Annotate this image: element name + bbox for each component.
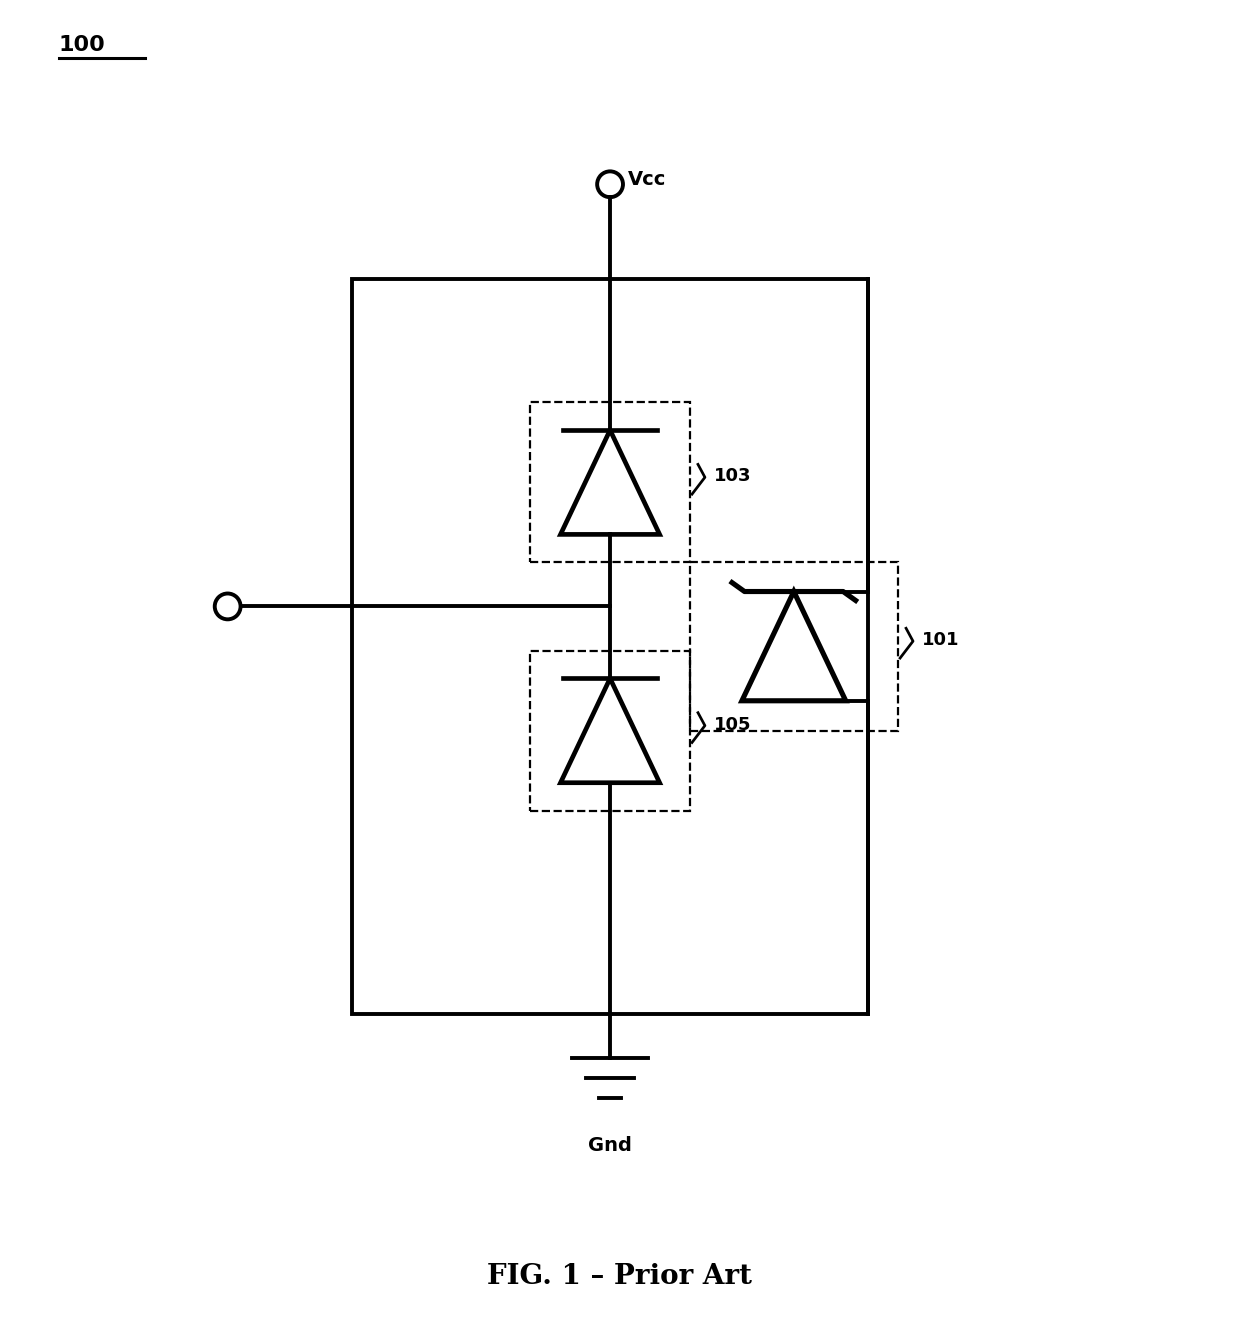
Text: 101: 101	[923, 631, 960, 649]
Text: 103: 103	[714, 468, 751, 485]
Text: Gnd: Gnd	[588, 1136, 632, 1154]
Bar	[352, 279, 868, 1014]
Bar	[531, 651, 689, 811]
Text: Vcc: Vcc	[627, 170, 666, 188]
Bar	[689, 561, 898, 731]
Text: 100: 100	[58, 35, 105, 55]
Text: 105: 105	[714, 716, 751, 733]
Bar	[531, 402, 689, 562]
Text: FIG. 1 – Prior Art: FIG. 1 – Prior Art	[487, 1264, 753, 1291]
